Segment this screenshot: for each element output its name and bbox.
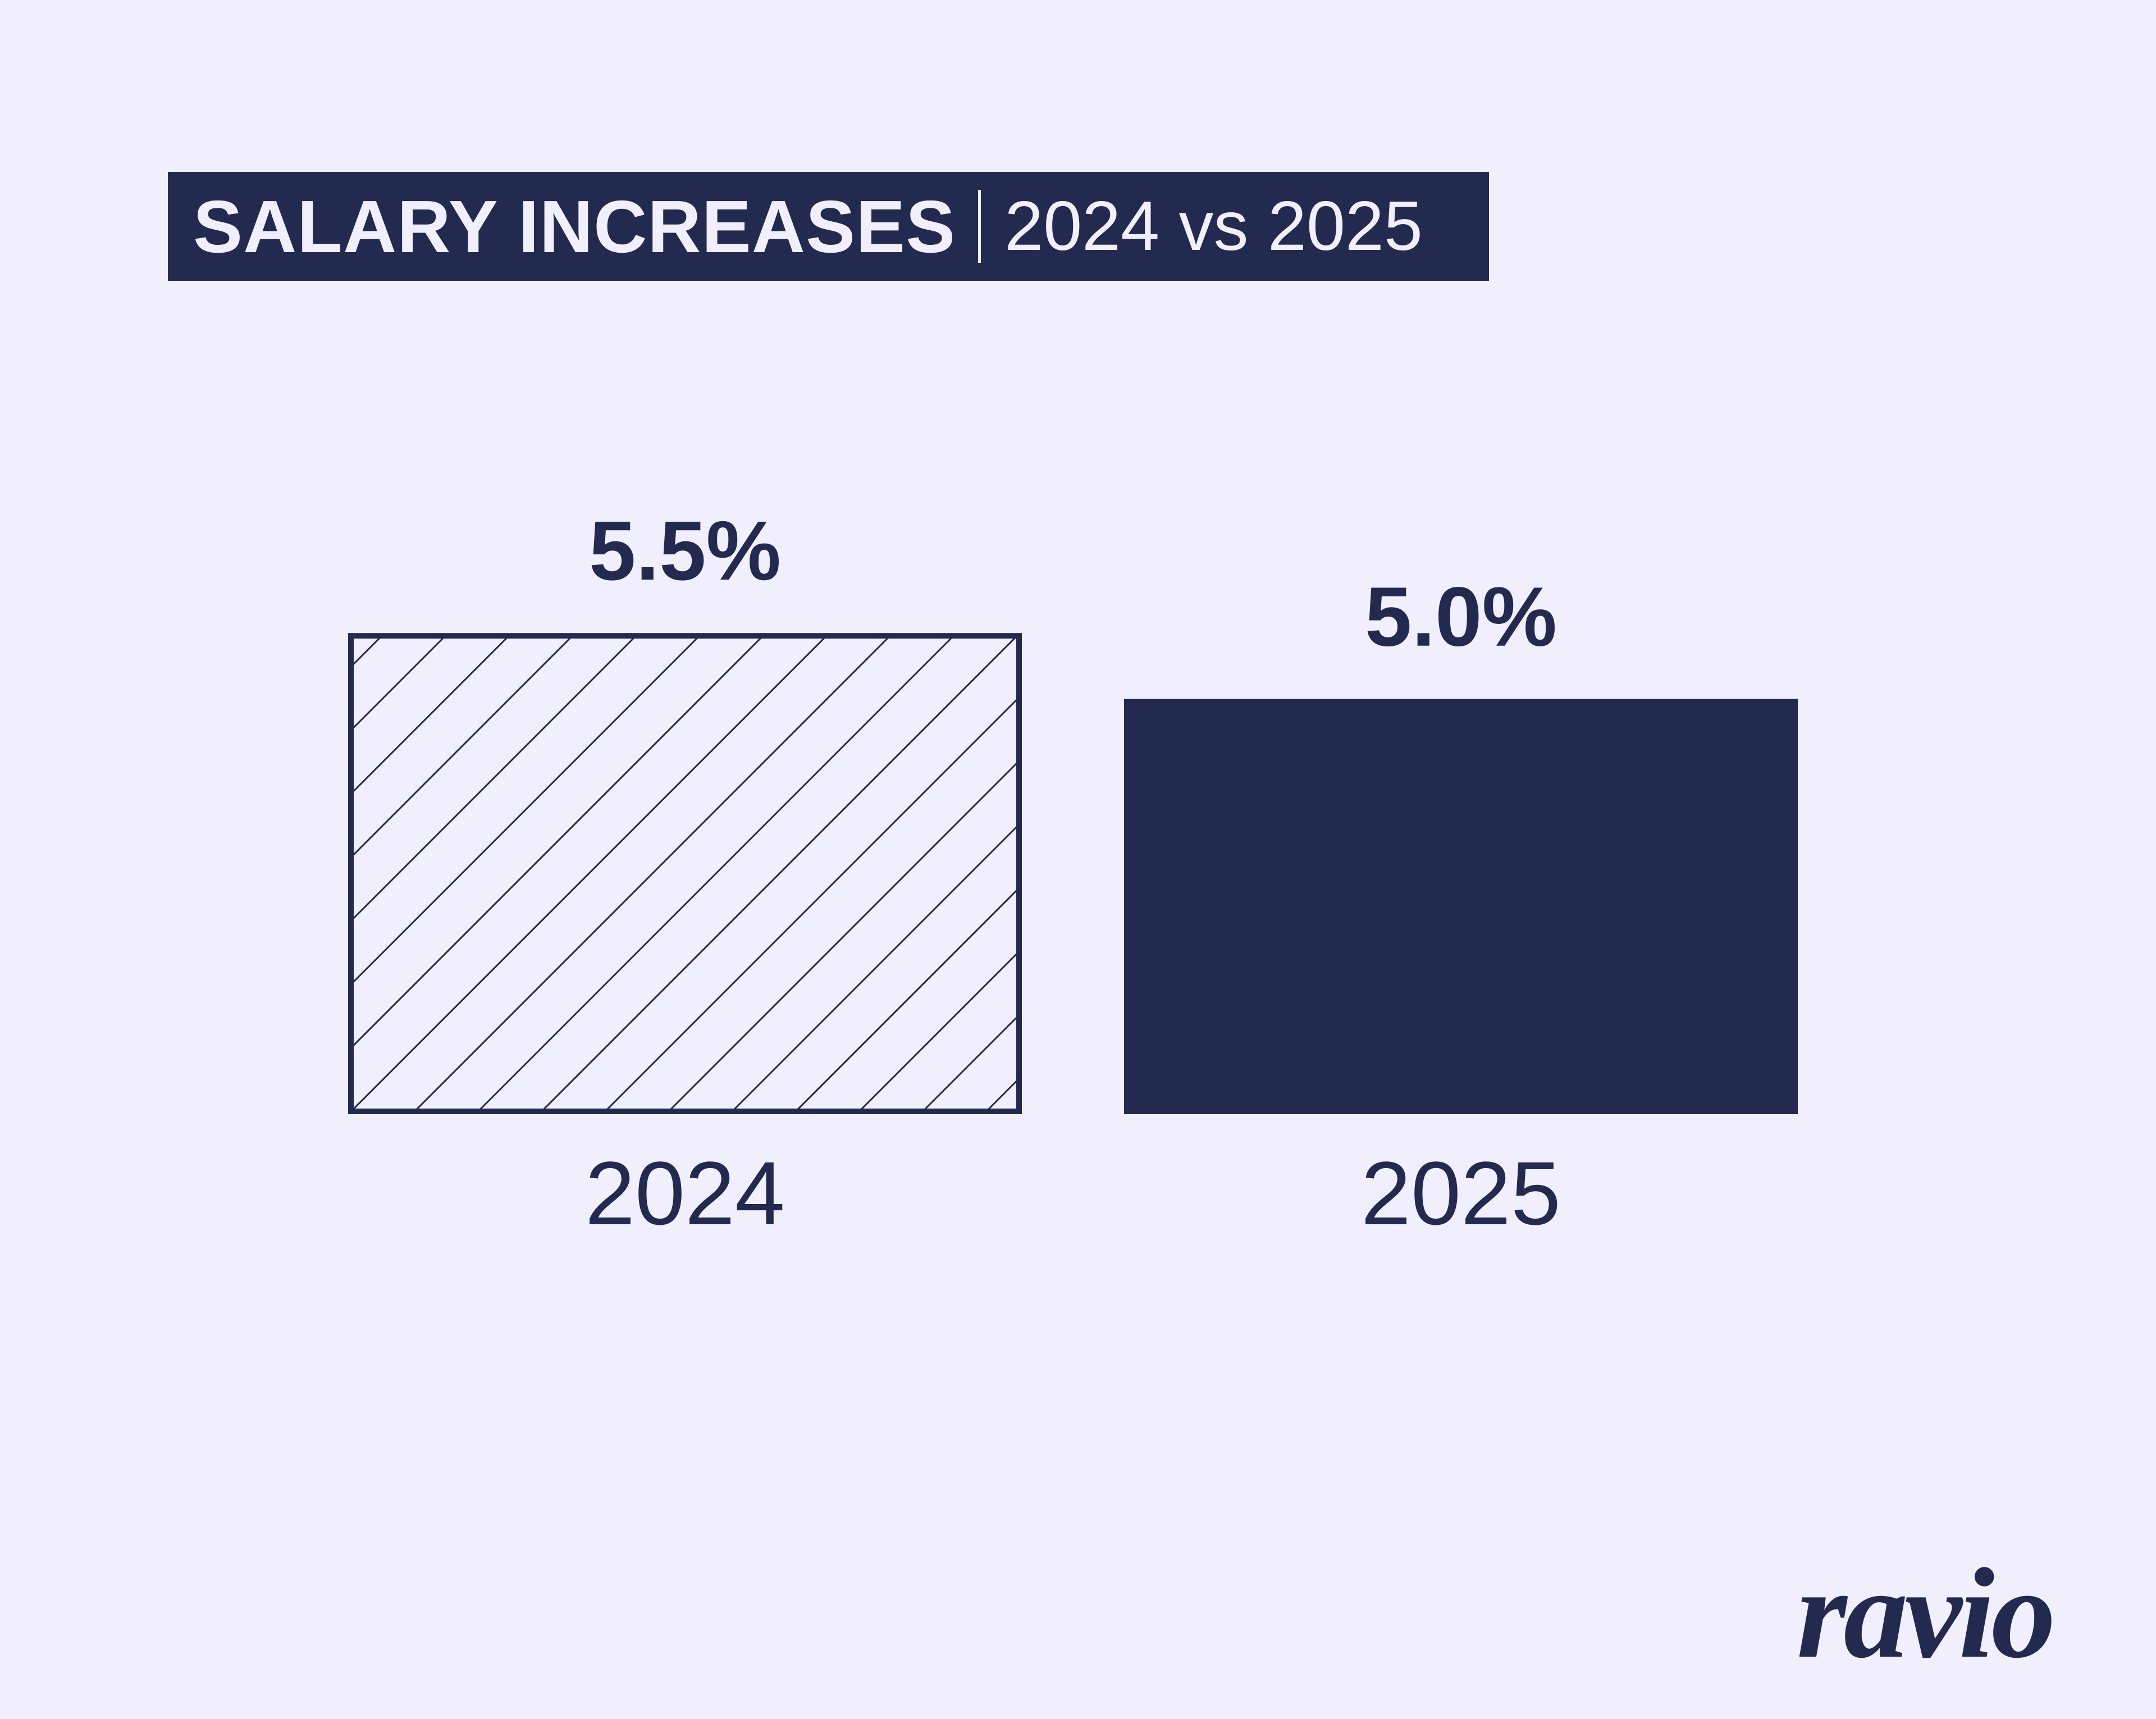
chart-subtitle: 2024 vs 2025 <box>1004 188 1423 265</box>
title-divider <box>978 190 981 263</box>
chart-title: SALARY INCREASES <box>193 185 956 268</box>
bar-2024 <box>348 633 1022 1114</box>
value-label-2025: 5.0% <box>1365 569 1557 664</box>
ravio-logo: ravio <box>1797 1542 2055 1685</box>
title-banner: SALARY INCREASES 2024 vs 2025 <box>168 172 1489 281</box>
value-label-2024: 5.5% <box>589 503 781 598</box>
category-label-2025: 2025 <box>1361 1143 1561 1243</box>
category-label-2024: 2024 <box>585 1143 785 1243</box>
bar-2025 <box>1124 699 1798 1114</box>
